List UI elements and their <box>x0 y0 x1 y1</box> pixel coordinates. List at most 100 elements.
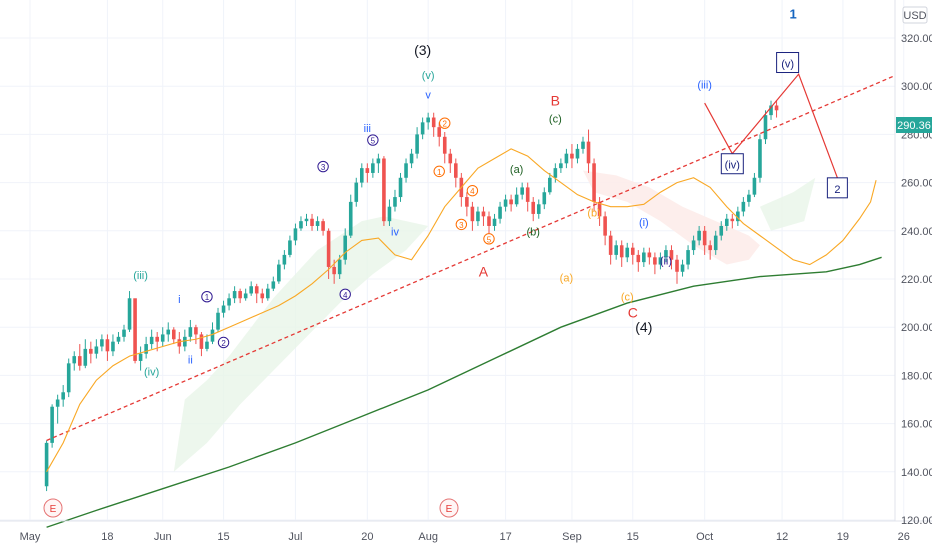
wave-label: B <box>551 92 560 108</box>
wave-label: 1 <box>205 293 210 302</box>
candle-body <box>288 240 292 255</box>
wave-circle <box>217 336 230 349</box>
candle-body <box>271 281 276 289</box>
wave-label: C <box>628 305 638 321</box>
candle-body <box>774 105 779 111</box>
candle-body <box>138 353 143 361</box>
candle-body <box>94 346 99 354</box>
projection-box <box>826 177 848 199</box>
candle-body <box>326 230 331 267</box>
y-tick-label: 120.00 <box>901 515 932 527</box>
candle-body <box>254 286 259 294</box>
candle-body <box>348 201 353 236</box>
projection-box <box>776 52 800 74</box>
x-tick-label: 26 <box>898 531 910 543</box>
candle-body <box>149 336 154 345</box>
cloud-green <box>173 216 429 472</box>
candle-body <box>680 264 685 272</box>
candle-body <box>332 266 336 275</box>
candle-body <box>575 148 580 159</box>
candle-body <box>66 363 71 393</box>
wave-label: (a) <box>510 164 523 176</box>
candle-body <box>166 329 171 335</box>
projection-label: (iv) <box>725 160 740 172</box>
candle-body <box>188 327 193 337</box>
candle-body <box>730 218 735 222</box>
candle-body <box>481 211 486 217</box>
candle-body <box>89 348 93 354</box>
y-tick-label: 320.00 <box>901 33 932 45</box>
candle-body <box>570 153 574 159</box>
candle-body <box>105 339 110 352</box>
candle-body <box>83 348 88 366</box>
candle-body <box>492 218 497 226</box>
candle-body <box>592 163 596 202</box>
earnings-marker-2[interactable]: E <box>439 498 459 518</box>
candle-body <box>542 192 547 205</box>
candle-body <box>625 247 630 258</box>
wave-label: (4) <box>635 319 652 335</box>
candle-body <box>177 339 182 347</box>
candle-body <box>431 117 436 128</box>
wave-circle <box>367 134 379 146</box>
candle-body <box>713 235 718 251</box>
candle-body <box>642 252 646 263</box>
x-tick-label: Aug <box>418 531 438 543</box>
indicator-lines <box>46 75 893 528</box>
y-tick-label: 140.00 <box>901 467 932 479</box>
wave-label: 5 <box>487 235 492 244</box>
candle-body <box>630 247 635 255</box>
x-tick-label: 12 <box>776 531 788 543</box>
candle-body <box>365 168 370 173</box>
projection-box <box>720 153 744 175</box>
last-price-tag: 290.36 <box>896 117 932 133</box>
candle-body <box>636 254 641 263</box>
x-tick-label: Jul <box>288 531 302 543</box>
candle-body <box>199 334 204 349</box>
wave-label: (iii) <box>697 80 712 92</box>
wave-label: 3 <box>459 221 464 230</box>
wave-circle <box>466 184 479 197</box>
wave-label: (3) <box>414 42 431 58</box>
candle-body <box>686 250 690 265</box>
x-tick-label: 15 <box>627 531 639 543</box>
candle-body <box>299 221 303 229</box>
candle-body <box>514 194 519 205</box>
candle-body <box>155 336 159 342</box>
candle-body <box>265 288 270 299</box>
candle-body <box>498 206 502 219</box>
earnings-label-2: E <box>446 504 453 515</box>
candle-body <box>719 225 724 236</box>
wave-label: 2 <box>221 339 226 348</box>
candle-body <box>691 240 696 251</box>
projection-label: (v) <box>781 59 794 71</box>
earnings-label-1: E <box>50 504 57 515</box>
candle-body <box>470 206 475 222</box>
candle-body <box>669 250 674 260</box>
earnings-marker-1[interactable]: E <box>43 498 63 518</box>
candle-body <box>310 218 314 226</box>
candle-body <box>238 291 242 299</box>
candle-body <box>260 293 265 299</box>
candle-body <box>747 194 751 202</box>
wave-label: A <box>479 264 489 280</box>
candle-body <box>724 218 729 226</box>
candle-body <box>376 158 381 164</box>
candle-body <box>409 153 414 164</box>
candle-body <box>227 298 231 306</box>
candle-body <box>315 221 320 226</box>
candle-body <box>111 341 115 352</box>
candle-body <box>304 218 309 222</box>
candle-body <box>548 177 552 193</box>
currency-badge[interactable]: USD <box>902 6 928 24</box>
candle-body <box>675 259 679 272</box>
wave-label: (a) <box>560 272 573 284</box>
candle-body <box>249 286 253 294</box>
y-tick-label: 160.00 <box>901 419 932 431</box>
candle-body <box>194 327 198 335</box>
candle-body <box>702 230 707 246</box>
axes <box>0 0 932 522</box>
y-tick-label: 220.00 <box>901 274 932 286</box>
